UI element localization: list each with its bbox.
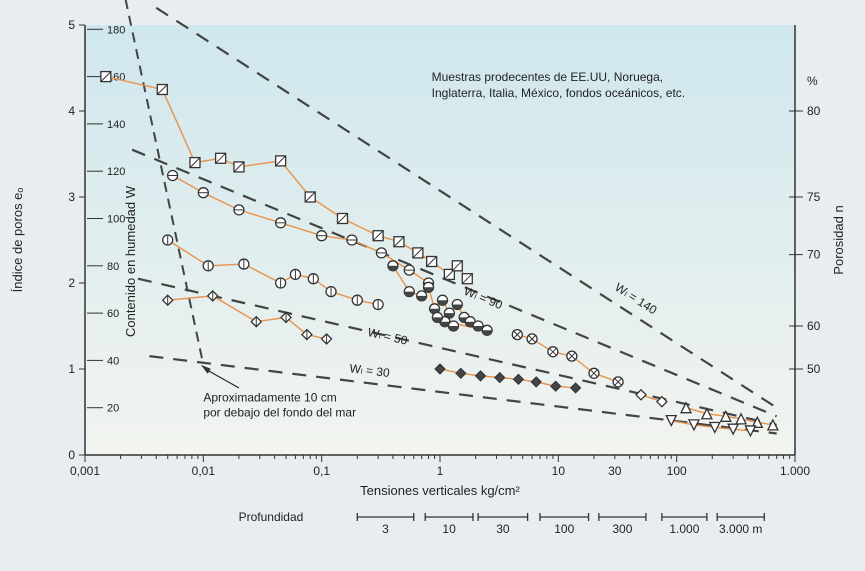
svg-text:1: 1	[68, 362, 75, 376]
svg-text:1.000: 1.000	[669, 522, 699, 536]
svg-text:1: 1	[437, 464, 444, 478]
svg-text:%: %	[807, 74, 818, 88]
svg-text:0,01: 0,01	[192, 464, 216, 478]
svg-text:3.000 m: 3.000 m	[719, 522, 762, 536]
svg-text:300: 300	[612, 522, 632, 536]
x-axis-label: Tensiones verticales kg/cm²	[360, 483, 520, 498]
svg-text:10: 10	[552, 464, 566, 478]
svg-text:2: 2	[68, 276, 75, 290]
svg-text:1.000: 1.000	[780, 464, 810, 478]
chart-container: 0,0010,010,1110301001.000Tensiones verti…	[0, 0, 865, 571]
samples-annotation: Muestras prodecentes de EE.UU, Noruega,	[432, 70, 663, 84]
svg-text:80: 80	[807, 104, 821, 118]
svg-text:80: 80	[107, 261, 119, 273]
svg-text:5: 5	[68, 18, 75, 32]
svg-text:0: 0	[68, 448, 75, 462]
svg-text:3: 3	[68, 190, 75, 204]
svg-text:0,1: 0,1	[313, 464, 330, 478]
samples-annotation: Inglaterra, Italia, México, fondos oceán…	[432, 86, 685, 100]
seafloor-annotation: por debajo del fondo del mar	[203, 406, 356, 420]
svg-text:60: 60	[807, 319, 821, 333]
svg-text:60: 60	[107, 308, 119, 320]
void-ratio-chart: 0,0010,010,1110301001.000Tensiones verti…	[0, 0, 865, 571]
svg-text:20: 20	[107, 403, 119, 415]
svg-text:40: 40	[107, 355, 119, 367]
svg-text:30: 30	[496, 522, 510, 536]
svg-text:180: 180	[107, 24, 125, 36]
svg-text:70: 70	[807, 248, 821, 262]
svg-text:100: 100	[667, 464, 687, 478]
y-right-label: Porosidad n	[831, 205, 846, 274]
depth-scale-label: Profundidad	[239, 510, 304, 524]
seafloor-annotation: Aproximadamente 10 cm	[203, 391, 336, 405]
svg-text:10: 10	[442, 522, 456, 536]
svg-text:50: 50	[807, 362, 821, 376]
y-left-label: Índice de poros eₒ	[10, 188, 25, 293]
svg-text:4: 4	[68, 104, 75, 118]
svg-text:140: 140	[107, 119, 125, 131]
svg-text:75: 75	[807, 190, 821, 204]
humidity-axis-label: Contenido en humedad W	[123, 185, 138, 337]
svg-text:30: 30	[608, 464, 622, 478]
svg-text:120: 120	[107, 166, 125, 178]
svg-text:0,001: 0,001	[70, 464, 100, 478]
svg-text:100: 100	[554, 522, 574, 536]
svg-text:3: 3	[382, 522, 389, 536]
